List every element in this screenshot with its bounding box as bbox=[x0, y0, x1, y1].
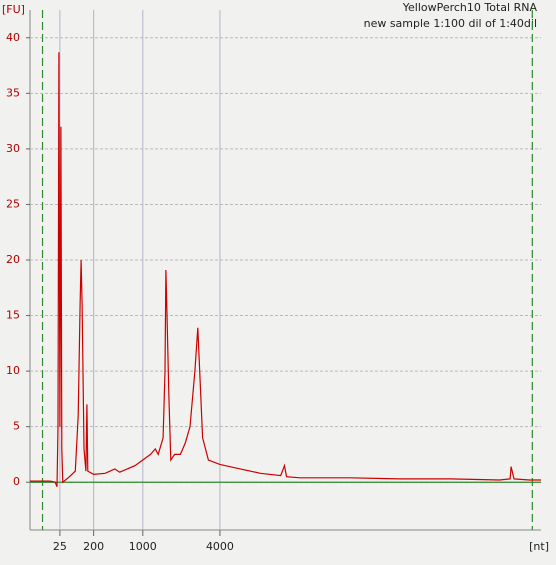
x-tick-label: 1000 bbox=[129, 540, 157, 553]
y-tick-label: 40 bbox=[6, 31, 20, 44]
y-tick-label: 25 bbox=[6, 197, 20, 210]
chart-title: YellowPerch10 Total RNA bbox=[402, 1, 538, 14]
x-axis-label: [nt] bbox=[529, 540, 549, 553]
y-axis-label: [FU] bbox=[2, 3, 25, 16]
y-tick-label: 10 bbox=[6, 364, 20, 377]
y-tick-label: 5 bbox=[13, 420, 20, 433]
x-tick-label: 25 bbox=[53, 540, 67, 553]
y-tick-label: 20 bbox=[6, 253, 20, 266]
y-tick-label: 15 bbox=[6, 309, 20, 322]
chart-subtitle: new sample 1:100 dil of 1:40dil bbox=[364, 17, 537, 30]
trace bbox=[30, 52, 541, 487]
x-tick-label: 200 bbox=[83, 540, 104, 553]
x-tick-label: 4000 bbox=[206, 540, 234, 553]
y-tick-label: 30 bbox=[6, 142, 20, 155]
y-tick-label: 0 bbox=[13, 475, 20, 488]
y-tick-label: 35 bbox=[6, 86, 20, 99]
